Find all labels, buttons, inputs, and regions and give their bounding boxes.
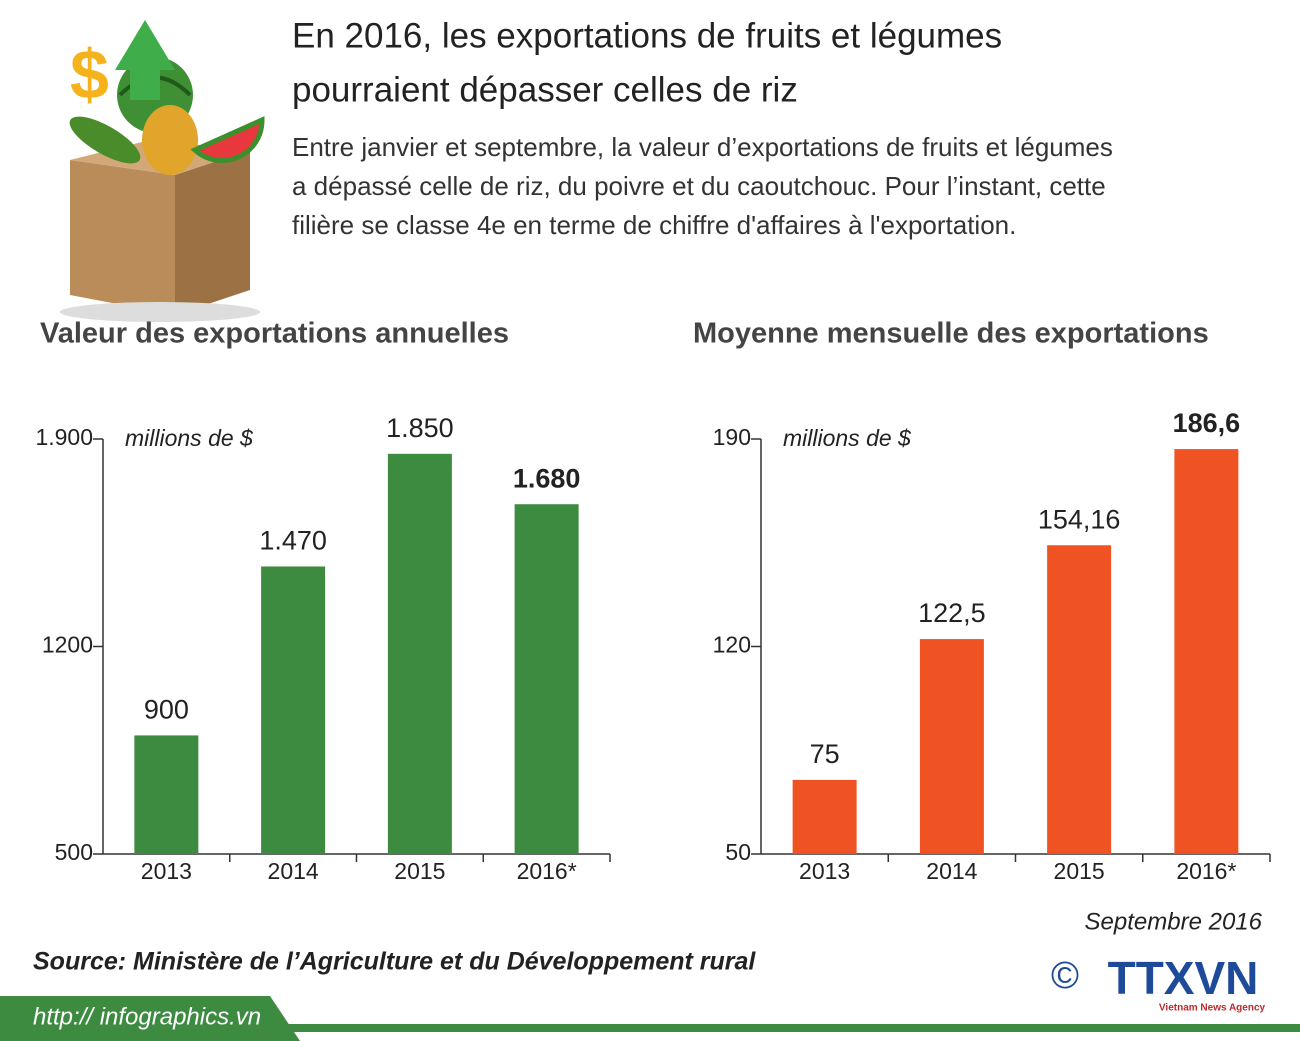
source: Source: Ministère de l’Agriculture et du… <box>33 948 756 976</box>
unit-label: millions de $ <box>783 425 912 451</box>
x-tick-label: 2016* <box>1176 858 1236 884</box>
value-label: 1.680 <box>513 463 581 493</box>
x-tick-label: 2014 <box>268 858 319 884</box>
x-tick-label: 2015 <box>394 858 445 884</box>
x-tick-label: 2013 <box>141 858 192 884</box>
subtitle-line: filière se classe 4e en terme de chiffre… <box>292 210 1016 240</box>
y-tick-label: 1.900 <box>35 424 93 450</box>
chart-title: Valeur des exportations annuelles <box>40 318 509 350</box>
bar <box>792 779 857 854</box>
bar <box>134 735 199 854</box>
bar <box>387 453 452 854</box>
bar <box>919 639 984 854</box>
bar <box>1047 545 1112 854</box>
y-tick-label: 50 <box>725 839 751 865</box>
x-tick-label: 2013 <box>799 858 850 884</box>
x-tick-label: 2015 <box>1054 858 1105 884</box>
value-label: 900 <box>144 695 189 725</box>
value-label: 75 <box>810 739 840 769</box>
logo: TTXVN <box>1108 952 1259 1004</box>
value-label: 122,5 <box>918 598 986 628</box>
unit-label: millions de $ <box>125 425 254 451</box>
x-tick-label: 2014 <box>926 858 977 884</box>
footer-tab <box>0 996 300 1041</box>
y-tick-label: 500 <box>55 839 93 865</box>
logo-tagline: Vietnam News Agency <box>1159 1003 1266 1014</box>
y-tick-label: 120 <box>713 632 751 658</box>
chart-title: Moyenne mensuelle des exportations <box>693 318 1209 350</box>
bar <box>1174 449 1239 854</box>
value-label: 1.470 <box>259 526 327 556</box>
value-label: 186,6 <box>1173 408 1241 438</box>
title-line: En 2016, les exportations de fruits et l… <box>292 16 1002 55</box>
title-line: pourraient dépasser celles de riz <box>292 70 798 109</box>
bar <box>261 566 326 854</box>
copyright: © <box>1051 955 1079 997</box>
date-note: Septembre 2016 <box>1085 908 1263 935</box>
url: http:// infographics.vn <box>33 1003 261 1030</box>
illustration: $ <box>60 20 265 322</box>
bar <box>514 504 579 854</box>
y-tick-label: 190 <box>713 424 751 450</box>
value-label: 1.850 <box>386 413 454 443</box>
footer-line <box>0 1024 1300 1032</box>
x-tick-label: 2016* <box>517 858 577 884</box>
value-label: 154,16 <box>1038 504 1121 534</box>
svg-text:$: $ <box>70 35 109 113</box>
subtitle-line: Entre janvier et septembre, la valeur d’… <box>292 132 1113 162</box>
subtitle-line: a dépassé celle de riz, du poivre et du … <box>292 171 1106 201</box>
y-tick-label: 1200 <box>42 632 93 658</box>
